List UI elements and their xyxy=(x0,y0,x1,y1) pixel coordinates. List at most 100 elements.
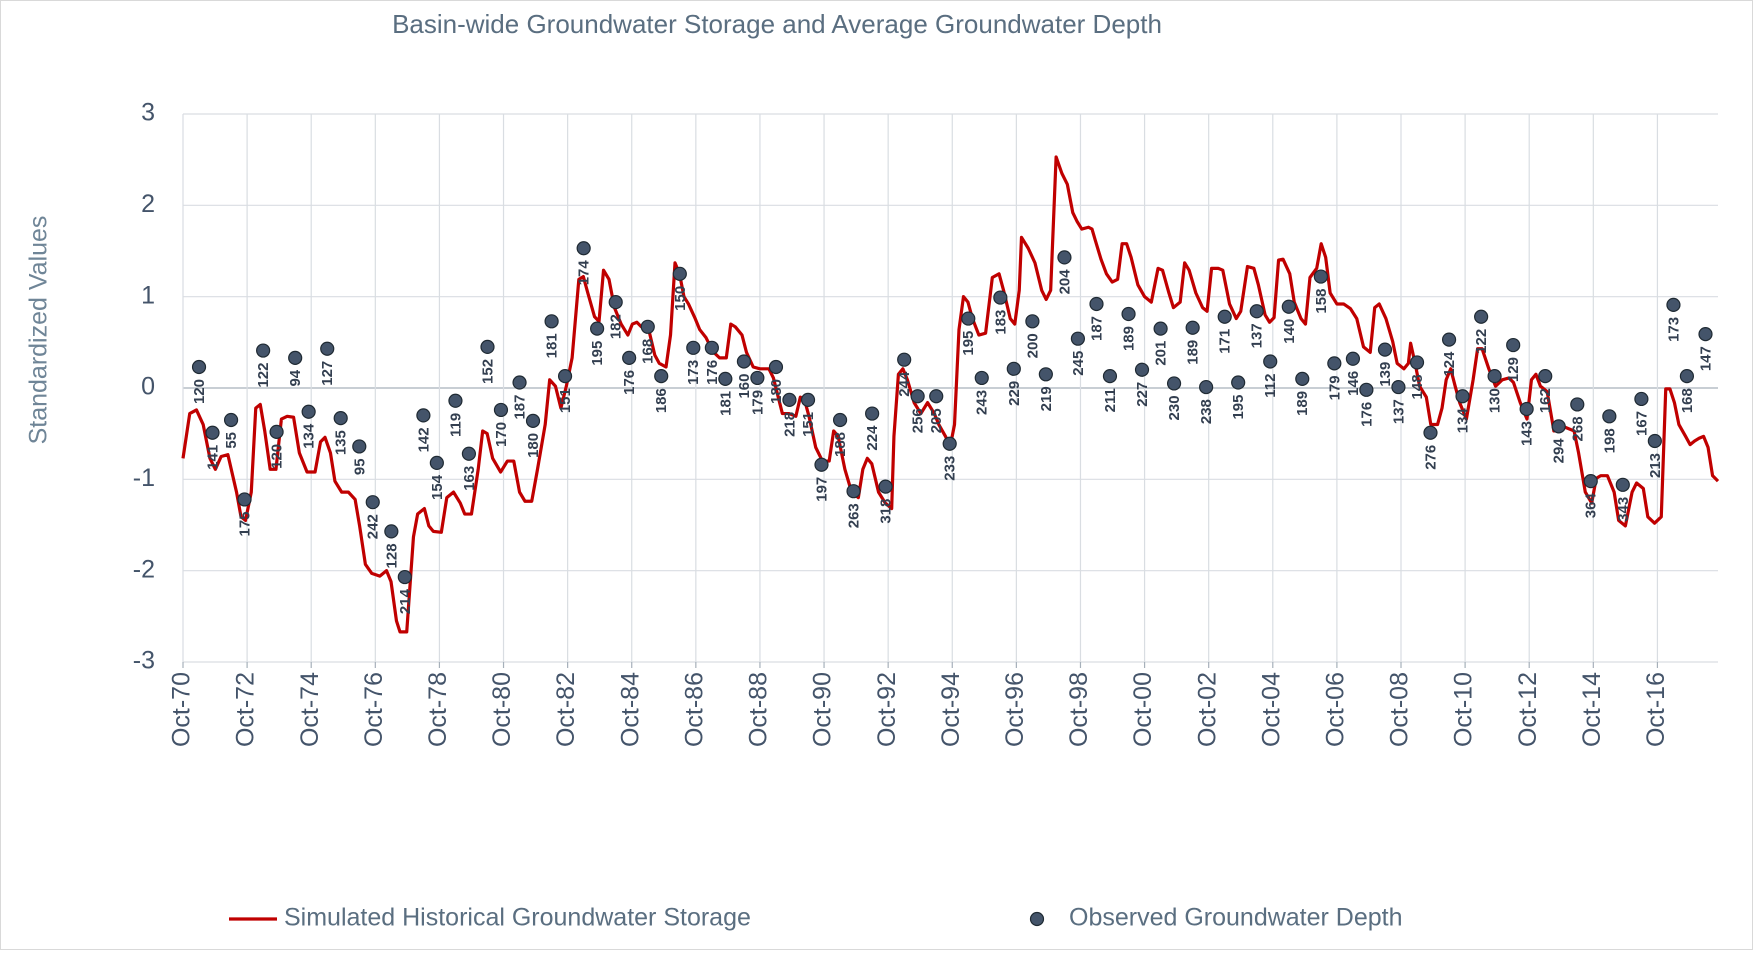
data-label: 205 xyxy=(928,408,945,433)
data-point xyxy=(750,370,765,386)
data-label: 198 xyxy=(1601,428,1618,453)
data-label: 94 xyxy=(287,369,304,386)
data-label: 120 xyxy=(269,444,286,469)
data-label: 95 xyxy=(351,458,368,475)
data-label: 364 xyxy=(1583,493,1600,519)
data-label: 200 xyxy=(1024,333,1041,358)
data-point xyxy=(878,479,893,494)
data-label: 197 xyxy=(813,477,830,502)
data-point xyxy=(1166,376,1182,391)
x-tick-label: Oct-96 xyxy=(1001,672,1029,747)
x-tick-label: Oct-94 xyxy=(937,672,965,747)
data-label: 186 xyxy=(653,388,670,413)
data-point xyxy=(929,389,944,404)
marks xyxy=(181,155,1720,634)
data-label: 343 xyxy=(1615,497,1632,522)
x-tick-label: Oct-12 xyxy=(1514,672,1542,747)
data-label: 139 xyxy=(1377,362,1394,387)
data-point xyxy=(897,352,912,367)
data-point xyxy=(269,424,284,439)
data-point xyxy=(1409,355,1425,370)
data-point xyxy=(1359,382,1374,397)
data-label: 129 xyxy=(1505,357,1522,382)
data-point xyxy=(544,314,559,329)
y-tick-label: 3 xyxy=(141,99,155,127)
data-label: 127 xyxy=(319,361,336,386)
data-point xyxy=(1153,321,1168,336)
data-point xyxy=(800,392,816,407)
data-point xyxy=(1538,369,1553,384)
x-tick-label: Oct-84 xyxy=(616,672,644,747)
data-label: 180 xyxy=(525,433,542,458)
data-label: 189 xyxy=(1185,340,1202,365)
data-label: 152 xyxy=(479,359,496,384)
data-point xyxy=(557,369,573,384)
data-point xyxy=(1038,367,1053,382)
data-point xyxy=(1551,419,1566,434)
data-point xyxy=(1634,391,1649,407)
data-point xyxy=(782,392,797,407)
data-point xyxy=(223,412,239,428)
data-label: 122 xyxy=(1473,329,1490,354)
data-point xyxy=(1345,351,1361,366)
data-point xyxy=(686,340,701,355)
data-label: 224 xyxy=(864,425,881,451)
data-label: 163 xyxy=(461,466,478,491)
grid xyxy=(182,113,1718,668)
data-label: 256 xyxy=(910,408,927,433)
data-point xyxy=(1263,354,1278,369)
data-point xyxy=(512,375,527,390)
data-point xyxy=(1089,296,1104,312)
data-point xyxy=(384,524,399,539)
y-tick-label: 2 xyxy=(141,190,155,218)
data-label: 180 xyxy=(768,379,785,404)
data-point xyxy=(365,495,380,510)
data-label: 230 xyxy=(1166,395,1183,420)
data-label: 112 xyxy=(1262,374,1279,398)
data-label: 168 xyxy=(1679,388,1696,413)
data-point xyxy=(718,371,733,386)
data-label: 168 xyxy=(640,339,657,364)
data-label: 195 xyxy=(1230,395,1247,420)
y-tick-label: 0 xyxy=(141,373,155,401)
data-label: 244 xyxy=(896,371,913,397)
data-point xyxy=(461,446,477,461)
data-point xyxy=(205,425,220,440)
data-point xyxy=(1583,474,1598,489)
data-label: 179 xyxy=(749,390,766,415)
data-point xyxy=(493,402,509,418)
data-point xyxy=(1570,397,1585,412)
data-point xyxy=(288,350,303,365)
legend-swatch xyxy=(1029,911,1045,927)
data-point xyxy=(1615,477,1630,492)
data-point xyxy=(237,492,252,507)
x-tick-label: Oct-78 xyxy=(424,672,452,747)
x-tick-label: Oct-72 xyxy=(232,672,260,747)
data-label: 181 xyxy=(544,333,561,358)
data-point xyxy=(974,370,989,386)
data-point xyxy=(846,484,861,499)
data-label: 173 xyxy=(1665,317,1682,342)
x-tick-label: Oct-14 xyxy=(1578,672,1606,747)
data-point xyxy=(832,412,848,428)
data-point xyxy=(397,569,412,585)
data-point xyxy=(622,350,637,365)
data-label: 263 xyxy=(846,503,863,528)
data-point xyxy=(1455,389,1470,404)
data-point xyxy=(961,311,976,326)
data-label: 162 xyxy=(1537,388,1554,413)
data-label: 204 xyxy=(1056,269,1073,295)
x-tick-label: Oct-80 xyxy=(488,672,516,747)
x-tick-label: Oct-90 xyxy=(809,672,837,747)
legend-label: Simulated Historical Groundwater Storage xyxy=(284,904,751,932)
data-point xyxy=(429,455,444,470)
data-label: 211 xyxy=(1102,388,1119,412)
legend: Simulated Historical Groundwater Storage… xyxy=(229,904,1403,932)
data-point xyxy=(736,354,752,369)
data-label: 245 xyxy=(1070,351,1087,376)
data-point xyxy=(480,339,495,354)
x-tick-label: Oct-02 xyxy=(1193,672,1221,747)
data-label: 146 xyxy=(1345,371,1362,396)
x-tick-label: Oct-76 xyxy=(360,672,388,747)
x-tick-label: Oct-70 xyxy=(168,672,196,747)
